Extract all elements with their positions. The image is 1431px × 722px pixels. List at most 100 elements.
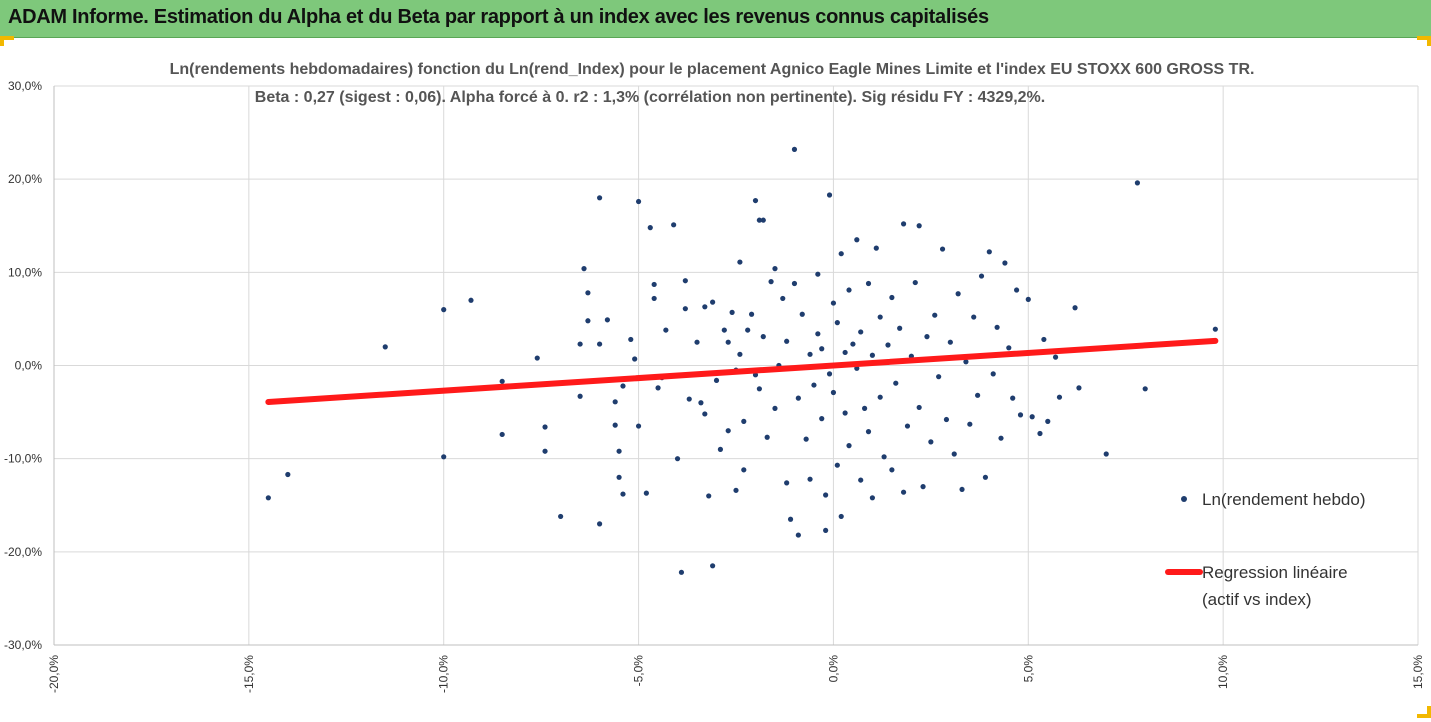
- data-point: [678, 569, 685, 575]
- data-point: [581, 266, 587, 272]
- legend: Ln(rendement hebdo) Regression linéaire …: [1165, 490, 1366, 609]
- data-point: [713, 377, 720, 384]
- data-point: [1025, 296, 1031, 302]
- data-point: [760, 217, 766, 223]
- data-point: [1006, 345, 1012, 351]
- data-point: [877, 314, 883, 320]
- data-point: [939, 246, 946, 252]
- legend-label-regression-line1: Regression linéaire: [1202, 563, 1348, 582]
- data-point: [834, 462, 840, 468]
- data-point: [577, 341, 583, 347]
- data-point: [823, 527, 829, 534]
- data-point: [904, 423, 911, 429]
- data-point: [819, 346, 825, 352]
- data-point: [846, 287, 852, 293]
- data-point: [959, 486, 965, 493]
- data-point: [873, 245, 879, 251]
- data-point: [597, 195, 603, 201]
- data-point: [975, 392, 981, 398]
- y-tick-label: 10,0%: [8, 265, 42, 279]
- data-point: [499, 431, 505, 438]
- data-point: [858, 329, 864, 335]
- data-point: [893, 380, 899, 386]
- data-point: [807, 351, 813, 357]
- data-point: [643, 490, 649, 496]
- y-tick-label: -20,0%: [4, 545, 42, 559]
- data-point: [1045, 418, 1051, 424]
- data-point: [772, 405, 778, 411]
- data-point: [920, 484, 926, 490]
- data-point: [585, 290, 591, 296]
- data-point: [585, 318, 591, 324]
- data-point: [990, 371, 996, 377]
- data-point: [671, 222, 677, 228]
- data-point: [612, 399, 618, 405]
- data-point: [780, 295, 786, 302]
- regression-line: [265, 337, 1219, 405]
- data-point: [932, 312, 938, 318]
- y-tick-labels: 30,0% 20,0% 10,0% 0,0% -10,0% -20,0% -30,0%: [4, 79, 42, 652]
- data-point: [702, 304, 708, 310]
- data-point: [936, 374, 942, 380]
- data-point: [558, 513, 564, 520]
- data-point: [889, 467, 895, 473]
- y-tick-label: -30,0%: [4, 638, 42, 652]
- data-point: [1037, 430, 1043, 437]
- corner-marker-top-left: [0, 36, 14, 40]
- x-tick-label: 0,0%: [826, 655, 840, 683]
- data-point: [741, 467, 747, 473]
- data-point: [967, 421, 973, 427]
- data-point: [819, 416, 825, 422]
- data-point: [542, 448, 548, 454]
- data-point: [702, 411, 708, 417]
- data-point: [772, 266, 778, 272]
- data-point: [877, 394, 883, 400]
- data-point: [1029, 414, 1035, 420]
- corner-marker-top-left-vertical: [0, 36, 4, 46]
- data-point: [651, 281, 657, 288]
- data-point: [951, 451, 957, 457]
- x-tick-label: 5,0%: [1021, 655, 1035, 683]
- data-point: [807, 476, 813, 482]
- data-point: [916, 223, 922, 229]
- data-point: [710, 563, 716, 569]
- data-point: [706, 493, 712, 499]
- data-point: [655, 385, 661, 391]
- data-point: [791, 280, 798, 287]
- data-point: [632, 356, 638, 362]
- corner-marker-top-right-vertical: [1427, 36, 1431, 46]
- data-point: [748, 311, 755, 317]
- corner-marker-top-right: [1417, 36, 1431, 40]
- grid-lines: [53, 85, 1419, 646]
- data-point: [686, 396, 692, 402]
- data-point: [721, 327, 727, 333]
- data-point: [912, 279, 918, 286]
- data-point: [604, 317, 610, 323]
- data-point: [597, 341, 603, 347]
- data-point: [441, 454, 447, 460]
- data-point: [830, 300, 837, 306]
- data-point: [826, 192, 833, 198]
- data-point: [768, 279, 774, 285]
- data-point: [382, 344, 388, 350]
- data-point: [616, 474, 622, 480]
- data-point: [994, 324, 1000, 330]
- data-point: [635, 198, 642, 205]
- data-point: [815, 331, 821, 337]
- data-point: [897, 325, 903, 331]
- data-point: [694, 339, 700, 345]
- legend-label-regression-line2: (actif vs index): [1202, 590, 1312, 609]
- data-point: [971, 314, 977, 320]
- data-point: [698, 400, 704, 406]
- data-point: [756, 217, 762, 223]
- data-point: [612, 422, 618, 428]
- data-point: [865, 429, 872, 435]
- corner-marker-bottom-right: [1417, 714, 1431, 718]
- data-point: [651, 295, 657, 302]
- data-point: [963, 359, 969, 365]
- data-point: [787, 516, 794, 522]
- data-point: [737, 351, 743, 357]
- data-point: [682, 278, 688, 284]
- data-point: [784, 480, 790, 486]
- data-point: [955, 291, 961, 297]
